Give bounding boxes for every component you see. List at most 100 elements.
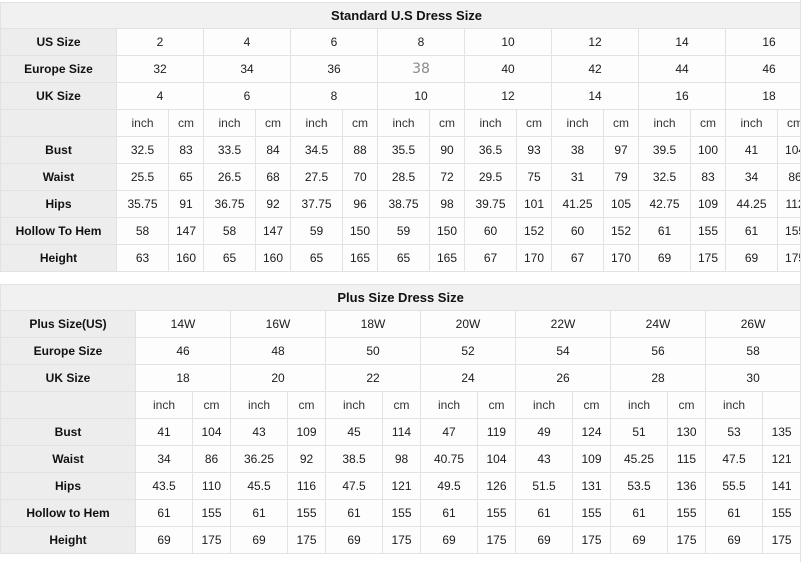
measure-value-inch: 36.25: [230, 445, 288, 473]
measure-value-cm: 150: [342, 217, 378, 245]
size-value: 8: [290, 82, 378, 110]
measure-value-cm: 88: [342, 136, 378, 164]
measure-value-inch: 53.5: [610, 472, 668, 500]
measure-value-inch: 35.5: [377, 136, 430, 164]
size-value: 30: [704, 364, 800, 392]
measure-value-cm: 104: [192, 418, 231, 446]
measure-value-inch: 67: [464, 244, 517, 272]
measure-value-inch: 51.5: [515, 472, 573, 500]
measure-value-cm: 152: [603, 217, 639, 245]
measure-value-inch: 61: [420, 499, 478, 527]
measure-value-inch: 47: [420, 418, 478, 446]
measure-value-cm: 104: [776, 136, 800, 164]
measure-value-cm: 109: [287, 418, 326, 446]
measure-value-inch: 61: [135, 499, 193, 527]
measure-value-cm: 75: [516, 163, 552, 191]
measure-value-inch: 61: [725, 217, 778, 245]
unit-label-inch: inch: [230, 391, 288, 419]
measure-value-inch: 69: [705, 526, 763, 554]
size-value: 26: [515, 364, 611, 392]
size-value: 40: [464, 55, 552, 83]
measure-value-inch: 39.5: [638, 136, 691, 164]
measure-value-inch: 61: [705, 499, 763, 527]
row-label: Height: [0, 244, 117, 272]
standard-size-table: Standard U.S Dress Size US Size 2 4 6 8 10 12 14…: [0, 2, 800, 272]
measure-value-cm: 91: [168, 190, 204, 218]
measure-value-cm: 155: [477, 499, 516, 527]
measure-value-cm: 83: [168, 136, 204, 164]
measure-value-cm: 175: [761, 526, 800, 554]
row-label: Hips: [0, 472, 136, 500]
unit-label-inch: inch: [290, 109, 343, 137]
size-value: 12: [551, 28, 639, 56]
size-value: 38: [377, 55, 465, 83]
size-value: 4: [116, 82, 204, 110]
measure-value-inch: 36.75: [203, 190, 256, 218]
unit-row-label: [0, 109, 117, 137]
measure-value-cm: 116: [287, 472, 326, 500]
size-value: 34: [203, 55, 291, 83]
measure-value-cm: 97: [603, 136, 639, 164]
unit-label-cm: cm: [477, 391, 516, 419]
unit-label-cm: cm: [192, 391, 231, 419]
measure-value-cm: 121: [382, 472, 421, 500]
measure-value-inch: 43: [230, 418, 288, 446]
measure-value-inch: 61: [515, 499, 573, 527]
size-value: 16: [638, 82, 726, 110]
unit-label-inch: inch: [116, 109, 169, 137]
measure-value-cm: 109: [690, 190, 726, 218]
measure-value-cm: 170: [603, 244, 639, 272]
measure-value-inch: 45.25: [610, 445, 668, 473]
measure-value-inch: 47.5: [325, 472, 383, 500]
measure-value-inch: 69: [515, 526, 573, 554]
measure-value-cm: 105: [603, 190, 639, 218]
measure-value-cm: 155: [761, 499, 800, 527]
measure-value-inch: 61: [638, 217, 691, 245]
measure-value-cm: 114: [382, 418, 421, 446]
size-value: 26W: [704, 310, 800, 338]
measure-value-inch: 69: [610, 526, 668, 554]
measure-value-inch: 28.5: [377, 163, 430, 191]
measure-value-cm: 136: [667, 472, 706, 500]
size-value: 52: [420, 337, 516, 365]
measure-value-inch: 32.5: [116, 136, 169, 164]
measure-value-inch: 65: [203, 244, 256, 272]
measure-value-cm: 152: [516, 217, 552, 245]
size-value: 18: [135, 364, 231, 392]
size-value: 12: [464, 82, 552, 110]
size-value: 18W: [325, 310, 421, 338]
measure-value-cm: 155: [287, 499, 326, 527]
measure-value-inch: 38.5: [325, 445, 383, 473]
row-label: UK Size: [0, 82, 117, 110]
measure-value-cm: 126: [477, 472, 516, 500]
size-value: 24W: [610, 310, 706, 338]
measure-value-cm: 135: [761, 418, 800, 446]
measure-value-inch: 59: [377, 217, 430, 245]
size-value: 6: [203, 82, 291, 110]
measure-value-cm: 98: [382, 445, 421, 473]
measure-value-inch: 63: [116, 244, 169, 272]
measure-value-cm: 155: [192, 499, 231, 527]
measure-value-cm: 131: [572, 472, 611, 500]
measure-value-inch: 49: [515, 418, 573, 446]
measure-value-cm: 83: [690, 163, 726, 191]
measure-value-cm: 147: [168, 217, 204, 245]
measure-value-cm: 130: [667, 418, 706, 446]
size-value: 44: [638, 55, 726, 83]
size-value: 6: [290, 28, 378, 56]
unit-label-cm: cm: [429, 109, 465, 137]
measure-value-inch: 27.5: [290, 163, 343, 191]
measure-value-cm: 84: [255, 136, 291, 164]
measure-value-cm: 175: [572, 526, 611, 554]
measure-value-cm: 160: [168, 244, 204, 272]
standard-size-table-clip: Standard U.S Dress Size US Size 2 4 6 8 10 12 14…: [0, 2, 800, 272]
measure-value-inch: 69: [325, 526, 383, 554]
row-label: Height: [0, 526, 136, 554]
measure-value-inch: 43: [515, 445, 573, 473]
unit-label-inch: inch: [610, 391, 668, 419]
measure-value-inch: 65: [290, 244, 343, 272]
measure-value-inch: 41: [725, 136, 778, 164]
measure-value-cm: 121: [761, 445, 800, 473]
measure-value-cm: 141: [761, 472, 800, 500]
plus-size-table-clip: Plus Size Dress Size Plus Size(US) 14W 16W 1…: [0, 284, 800, 554]
